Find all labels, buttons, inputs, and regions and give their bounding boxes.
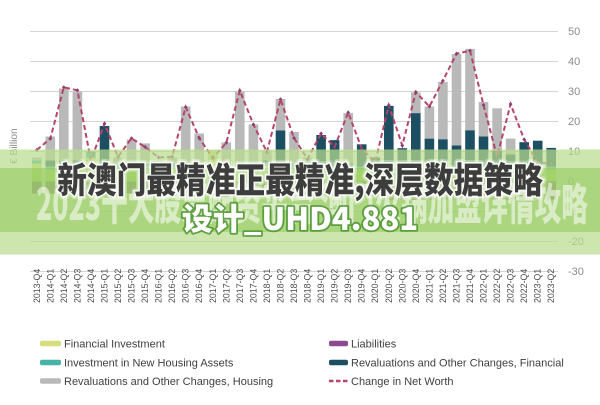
svg-text:Investment in New Housing Asse: Investment in New Housing Assets [64, 358, 234, 370]
svg-text:Liabilities: Liabilities [351, 339, 397, 351]
svg-text:2022-Q4: 2022-Q4 [519, 269, 529, 303]
svg-text:2016-Q2: 2016-Q2 [167, 269, 177, 303]
svg-text:2014-Q4: 2014-Q4 [86, 269, 96, 303]
svg-text:2014-Q3: 2014-Q3 [72, 269, 82, 303]
svg-text:2021-Q1: 2021-Q1 [424, 269, 434, 303]
svg-text:-30: -30 [568, 266, 584, 278]
svg-text:2018-Q1: 2018-Q1 [262, 269, 272, 303]
svg-text:2016-Q3: 2016-Q3 [181, 269, 191, 303]
svg-text:2023-Q2: 2023-Q2 [546, 269, 556, 303]
svg-text:30: 30 [568, 86, 580, 98]
svg-text:2015-Q3: 2015-Q3 [127, 269, 137, 303]
svg-text:2015-Q4: 2015-Q4 [140, 269, 150, 303]
svg-text:2015-Q1: 2015-Q1 [100, 269, 110, 303]
svg-text:2019-Q2: 2019-Q2 [330, 269, 340, 303]
svg-text:2013-Q4: 2013-Q4 [32, 269, 42, 303]
svg-text:2020-Q2: 2020-Q2 [384, 269, 394, 303]
svg-text:2017-Q4: 2017-Q4 [248, 269, 258, 303]
svg-text:2014-Q1: 2014-Q1 [45, 269, 55, 303]
svg-text:2014-Q2: 2014-Q2 [59, 269, 69, 303]
svg-text:2019-Q4: 2019-Q4 [357, 269, 367, 303]
svg-text:2020-Q3: 2020-Q3 [397, 269, 407, 303]
svg-text:2019-Q1: 2019-Q1 [316, 269, 326, 303]
svg-text:2017-Q1: 2017-Q1 [208, 269, 218, 303]
svg-text:Change in Net Worth: Change in Net Worth [351, 376, 454, 388]
svg-text:2017-Q2: 2017-Q2 [221, 269, 231, 303]
svg-text:20: 20 [568, 116, 580, 128]
svg-text:40: 40 [568, 56, 580, 68]
svg-text:2020-Q4: 2020-Q4 [411, 269, 421, 303]
svg-text:2015-Q2: 2015-Q2 [113, 269, 123, 303]
svg-text:2019-Q3: 2019-Q3 [343, 269, 353, 303]
svg-text:2017-Q3: 2017-Q3 [235, 269, 245, 303]
svg-text:2022-Q2: 2022-Q2 [492, 269, 502, 303]
svg-text:2022-Q1: 2022-Q1 [479, 269, 489, 303]
svg-text:Revaluations and Other Changes: Revaluations and Other Changes, Housing [64, 376, 273, 388]
svg-text:2018-Q3: 2018-Q3 [289, 269, 299, 303]
svg-text:2021-Q3: 2021-Q3 [452, 269, 462, 303]
svg-text:2020-Q1: 2020-Q1 [370, 269, 380, 303]
svg-text:2023-Q1: 2023-Q1 [533, 269, 543, 303]
svg-text:2018-Q4: 2018-Q4 [303, 269, 313, 303]
svg-text:€ Billion: € Billion [9, 128, 20, 164]
svg-text:Financial Investment: Financial Investment [64, 339, 165, 351]
svg-text:50: 50 [568, 26, 580, 38]
svg-text:2021-Q4: 2021-Q4 [465, 269, 475, 303]
svg-text:2018-Q2: 2018-Q2 [276, 269, 286, 303]
svg-text:2022-Q3: 2022-Q3 [506, 269, 516, 303]
svg-text:Revaluations and Other Changes: Revaluations and Other Changes, Financia… [351, 358, 564, 370]
svg-text:2021-Q2: 2021-Q2 [438, 269, 448, 303]
svg-text:2016-Q1: 2016-Q1 [154, 269, 164, 303]
svg-text:2016-Q4: 2016-Q4 [194, 269, 204, 303]
